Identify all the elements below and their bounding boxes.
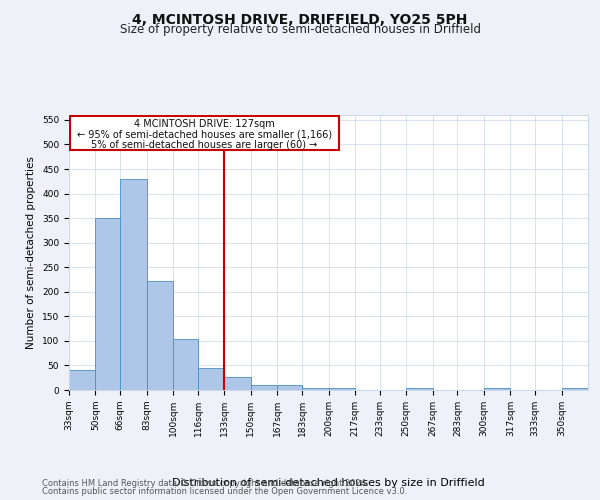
X-axis label: Distribution of semi-detached houses by size in Driffield: Distribution of semi-detached houses by … <box>172 478 485 488</box>
Bar <box>120 179 146 390</box>
Bar <box>69 370 95 390</box>
Text: Contains public sector information licensed under the Open Government Licence v3: Contains public sector information licen… <box>42 487 407 496</box>
Bar <box>406 388 433 390</box>
Text: 5% of semi-detached houses are larger (60) →: 5% of semi-detached houses are larger (6… <box>91 140 318 150</box>
Text: ← 95% of semi-detached houses are smaller (1,166): ← 95% of semi-detached houses are smalle… <box>77 130 332 140</box>
Bar <box>251 385 277 390</box>
Bar <box>198 368 224 390</box>
Bar <box>146 281 173 390</box>
Text: 4 MCINTOSH DRIVE: 127sqm: 4 MCINTOSH DRIVE: 127sqm <box>134 120 275 130</box>
Bar <box>95 218 120 390</box>
Bar <box>173 340 198 390</box>
Bar <box>277 385 302 390</box>
Bar <box>562 388 588 390</box>
Y-axis label: Number of semi-detached properties: Number of semi-detached properties <box>26 156 37 349</box>
Bar <box>224 376 251 390</box>
Text: Size of property relative to semi-detached houses in Driffield: Size of property relative to semi-detach… <box>119 24 481 36</box>
Bar <box>484 388 511 390</box>
Bar <box>329 388 355 390</box>
Bar <box>302 388 329 390</box>
Text: 4, MCINTOSH DRIVE, DRIFFIELD, YO25 5PH: 4, MCINTOSH DRIVE, DRIFFIELD, YO25 5PH <box>133 12 467 26</box>
Text: Contains HM Land Registry data © Crown copyright and database right 2024.: Contains HM Land Registry data © Crown c… <box>42 478 368 488</box>
FancyBboxPatch shape <box>70 116 340 150</box>
